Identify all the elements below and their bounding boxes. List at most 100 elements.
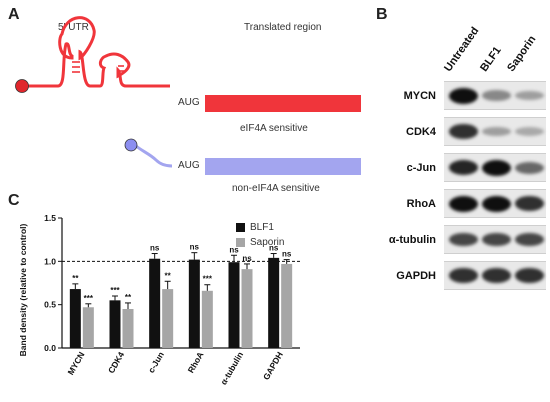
blot-band — [482, 126, 511, 137]
legend-item-saporin: Saporin — [236, 237, 316, 248]
bar — [241, 269, 253, 348]
blot-band — [482, 195, 511, 212]
utr-label: 5' UTR — [58, 22, 89, 33]
blot-strip — [444, 81, 546, 110]
bar — [122, 309, 134, 348]
blot-band — [515, 268, 544, 283]
blot-row: GAPDH — [378, 260, 546, 291]
significance-label: ns — [242, 254, 252, 263]
bar — [162, 289, 174, 348]
legend-swatch-blf1 — [236, 223, 245, 232]
structured-utr-strand — [22, 16, 170, 88]
significance-label: ** — [165, 271, 172, 280]
blot-strip — [444, 261, 546, 290]
legend-label-saporin: Saporin — [250, 237, 285, 248]
x-tick-label: c-Jun — [146, 350, 166, 375]
x-tick-label: RhoA — [186, 350, 206, 375]
blot-band — [449, 268, 478, 283]
panel-a-letter: A — [8, 6, 20, 23]
blot-band — [449, 124, 478, 139]
blot-row-label: MYCN — [403, 89, 436, 102]
blot-band — [515, 90, 544, 101]
lane-header-blf1: BLF1 — [478, 44, 504, 74]
blot-band — [482, 232, 511, 247]
bar — [149, 258, 161, 348]
bar — [281, 263, 293, 348]
western-blot: MYCN CDK4 c-Jun RhoA α-tubulin GAPDH — [378, 80, 546, 296]
aug-label-sensitive: AUG — [178, 97, 200, 108]
lane-header-untreated: Untreated — [442, 25, 482, 74]
blot-row-label: RhoA — [406, 197, 436, 210]
legend-swatch-saporin — [236, 238, 245, 247]
blot-strip — [444, 153, 546, 182]
blot-band — [515, 127, 544, 136]
legend-item-blf1: BLF1 — [236, 222, 316, 233]
significance-label: ns — [282, 250, 292, 259]
significance-label: ** — [72, 274, 79, 283]
blot-band — [515, 161, 544, 174]
significance-label: ns — [190, 243, 200, 252]
bar — [109, 300, 121, 348]
significance-label: *** — [84, 294, 94, 303]
panel-b-letter: B — [376, 6, 388, 23]
blot-band — [482, 268, 511, 283]
significance-label: ns — [269, 244, 279, 253]
significance-label: ns — [150, 244, 160, 253]
bar — [201, 290, 213, 348]
y-tick-label: 0.5 — [44, 300, 56, 310]
bar — [228, 262, 240, 348]
x-tick-label: α-tubulin — [218, 350, 245, 387]
bar — [69, 289, 81, 348]
blot-strip — [444, 189, 546, 218]
blot-row-label: c-Jun — [406, 161, 436, 174]
blot-band — [515, 232, 544, 247]
cap-red-circle — [15, 79, 29, 93]
blot-rows: MYCN CDK4 c-Jun RhoA α-tubulin GAPDH — [378, 80, 546, 291]
blot-band — [449, 87, 478, 104]
band-density-chart: Band density (relative to control) 0.0 0.… — [18, 213, 300, 387]
bar — [268, 257, 280, 348]
lane-header-saporin: Saporin — [505, 33, 539, 74]
blot-band — [449, 232, 478, 247]
significance-label: *** — [203, 275, 213, 284]
y-axis-label: Band density (relative to control) — [18, 223, 28, 356]
blot-band — [482, 159, 511, 176]
legend-label-blf1: BLF1 — [250, 222, 274, 233]
blot-row-label: CDK4 — [406, 125, 436, 138]
blot-band — [515, 196, 544, 211]
blot-row: c-Jun — [378, 152, 546, 183]
mrna-diagram — [15, 16, 361, 175]
unstructured-utr-strand — [133, 143, 173, 168]
translated-region-label: Translated region — [244, 22, 322, 33]
hairpin-loops — [72, 61, 124, 73]
significance-label: *** — [110, 286, 120, 295]
blot-row: RhoA — [378, 188, 546, 219]
y-tick-label: 0.0 — [44, 343, 56, 353]
significance-label: ** — [125, 293, 132, 302]
y-tick-label: 1.0 — [44, 256, 56, 266]
blot-row-label: GAPDH — [396, 269, 436, 282]
blot-strip — [444, 225, 546, 254]
y-tick-label: 1.5 — [44, 213, 56, 223]
blot-row-label: α-tubulin — [388, 233, 436, 246]
blot-band — [449, 195, 478, 212]
blot-row: CDK4 — [378, 116, 546, 147]
panel-c-letter: C — [8, 192, 20, 209]
cap-blue-circle — [124, 138, 138, 152]
chart-legend: BLF1 Saporin — [236, 222, 316, 248]
significance-label: ns — [229, 245, 239, 254]
blot-row: α-tubulin — [378, 224, 546, 255]
blot-band — [482, 90, 511, 101]
bar — [188, 259, 200, 348]
aug-label-nonsensitive: AUG — [178, 160, 200, 171]
blot-strip — [444, 117, 546, 146]
x-tick-label: CDK4 — [106, 350, 126, 375]
blot-band — [449, 160, 478, 175]
translated-region-sensitive — [205, 95, 361, 112]
blot-row: MYCN — [378, 80, 546, 111]
translated-region-nonsensitive — [205, 158, 361, 175]
x-tick-label: MYCN — [65, 350, 86, 377]
non-eif4a-sensitive-label: non-eIF4A sensitive — [232, 183, 320, 194]
eif4a-sensitive-label: eIF4A sensitive — [240, 123, 308, 134]
x-tick-label: GAPDH — [261, 350, 285, 382]
